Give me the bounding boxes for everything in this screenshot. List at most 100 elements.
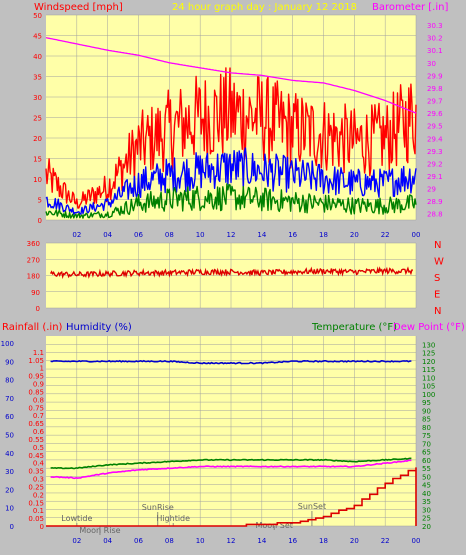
temperature-tick-label: 105 <box>422 383 435 391</box>
compass-label: N <box>434 240 441 251</box>
rain-tick-label: 0.4 <box>33 460 45 468</box>
humidity-tick-label: 10 <box>5 505 14 513</box>
rain-tick-label: 0.95 <box>28 373 44 381</box>
climate-x-axis-labels: 02 04 06 08 10 12 14 16 18 20 22 00 <box>72 537 420 545</box>
wind-gust-line <box>45 67 417 209</box>
rain-tick-label: 0.5 <box>33 444 44 452</box>
climate-x-tick-label: 20 <box>350 537 359 545</box>
wind-x-tick-label: 18 <box>319 231 328 239</box>
barometer-tick-label: 29.5 <box>427 123 443 131</box>
wind-x-tick-label: 12 <box>227 231 236 239</box>
barometer-tick-label: 29.4 <box>427 135 443 143</box>
dewpoint-label: Dew Point (°F) <box>393 322 465 333</box>
windspeed-label: Windspeed [mph] <box>34 2 123 13</box>
barometer-y-axis-labels: 28.8 28.9 29 29.1 29.2 29.3 29.4 29.5 29.6 29.7 29… <box>427 22 443 219</box>
wind-tick-label: 5 <box>38 197 42 205</box>
event-label: SunSet <box>298 502 326 511</box>
barometer-tick-label: 30.3 <box>427 22 443 30</box>
temperature-tick-label: 40 <box>422 490 431 498</box>
barometer-tick-label: 29.2 <box>427 160 443 168</box>
humidity-tick-label: 70 <box>5 395 14 403</box>
barometer-tick-label: 29.7 <box>427 98 443 106</box>
rain-tick-label: 0.9 <box>33 381 44 389</box>
temperature-tick-label: 20 <box>422 523 431 531</box>
compass-label: N <box>434 306 441 317</box>
wind-tick-label: 30 <box>33 94 42 102</box>
direction-tick-label: 90 <box>31 289 40 297</box>
temperature-tick-label: 65 <box>422 449 431 457</box>
compass-label: S <box>434 273 440 284</box>
rain-tick-label: 0.8 <box>33 396 44 404</box>
wind-direction-line <box>49 266 414 280</box>
temperature-tick-label: 95 <box>422 399 431 407</box>
wind-y-axis-labels: 0 5 10 15 20 25 30 35 40 45 50 <box>33 12 42 225</box>
temperature-tick-label: 90 <box>422 407 431 415</box>
rain-line <box>46 467 417 527</box>
rain-tick-label: 0.3 <box>33 476 44 484</box>
event-label: SunRise <box>142 503 174 512</box>
wind-x-tick-label: 08 <box>165 231 174 239</box>
climate-x-tick-label: 10 <box>196 537 205 545</box>
direction-tick-label: 270 <box>27 256 40 264</box>
barometer-tick-label: 29.3 <box>427 148 443 156</box>
wind-x-tick-label: 04 <box>103 231 112 239</box>
rain-tick-label: 1 <box>40 365 44 373</box>
temperature-line <box>50 457 412 470</box>
direction-tick-label: 180 <box>27 273 40 281</box>
temperature-tick-label: 70 <box>422 440 431 448</box>
temperature-tick-label: 80 <box>422 424 431 432</box>
barometer-label: Barometer [.in] <box>372 2 448 13</box>
humidity-tick-label: 30 <box>5 468 14 476</box>
temperature-tick-label: 50 <box>422 473 431 481</box>
temperature-tick-label: 25 <box>422 515 431 523</box>
wind-series <box>45 36 417 219</box>
rain-tick-label: 0.1 <box>33 507 44 515</box>
wind-x-axis-labels: 02 04 06 08 10 12 14 16 18 20 22 00 <box>72 231 420 239</box>
event-label: Moon Rise <box>79 526 120 535</box>
wind-tick-label: 50 <box>33 12 42 20</box>
temperature-tick-label: 60 <box>422 457 431 465</box>
wind-x-tick-label: 14 <box>257 231 266 239</box>
direction-y-axis-labels: 0 90 180 270 360 <box>27 240 40 313</box>
wind-tick-label: 0 <box>38 217 42 225</box>
direction-tick-label: 360 <box>27 240 40 248</box>
climate-x-tick-label: 14 <box>257 537 266 545</box>
climate-x-tick-label: 22 <box>381 537 390 545</box>
climate-series <box>46 359 417 527</box>
chart-title: 24 hour graph day : January 12 2018 <box>172 2 357 13</box>
wind-x-tick-label: 10 <box>196 231 205 239</box>
temperature-y-axis-labels: 2025303540455055606570758085909510010511… <box>422 341 435 531</box>
rain-tick-label: 0.6 <box>33 428 45 436</box>
temperature-tick-label: 30 <box>422 506 431 514</box>
humidity-y-axis-labels: 0 10 20 30 40 50 60 70 80 90 100 <box>1 340 14 531</box>
wind-x-tick-label: 22 <box>381 231 390 239</box>
rain-tick-label: 0.7 <box>33 412 44 420</box>
humidity-tick-label: 60 <box>5 413 14 421</box>
barometer-tick-label: 29.6 <box>427 110 443 118</box>
rain-tick-label: 0.65 <box>28 420 44 428</box>
rain-tick-label: 0.55 <box>28 436 44 444</box>
humidity-tick-label: 100 <box>1 340 14 348</box>
temperature-tick-label: 120 <box>422 358 435 366</box>
temperature-tick-label: 55 <box>422 465 431 473</box>
temperature-tick-label: 100 <box>422 391 435 399</box>
event-label: Hightide <box>156 514 190 523</box>
temperature-tick-label: 130 <box>422 341 435 349</box>
direction-tick-label: 0 <box>36 305 40 313</box>
event-label: Moon Set <box>255 521 292 530</box>
barometer-line <box>45 36 417 114</box>
wind-x-tick-label: 00 <box>412 231 421 239</box>
humidity-label: Humidity (%) <box>66 322 132 333</box>
wind-x-tick-label: 20 <box>350 231 359 239</box>
climate-x-tick-label: 12 <box>227 537 236 545</box>
temperature-tick-label: 35 <box>422 498 431 506</box>
rain-tick-label: 0.05 <box>28 515 44 523</box>
humidity-tick-label: 80 <box>5 377 14 385</box>
wind-tick-label: 25 <box>33 115 42 123</box>
barometer-tick-label: 29 <box>427 186 436 194</box>
humidity-tick-label: 0 <box>10 523 14 531</box>
rain-tick-label: 1.05 <box>28 357 44 365</box>
wind-max-line <box>45 147 417 215</box>
